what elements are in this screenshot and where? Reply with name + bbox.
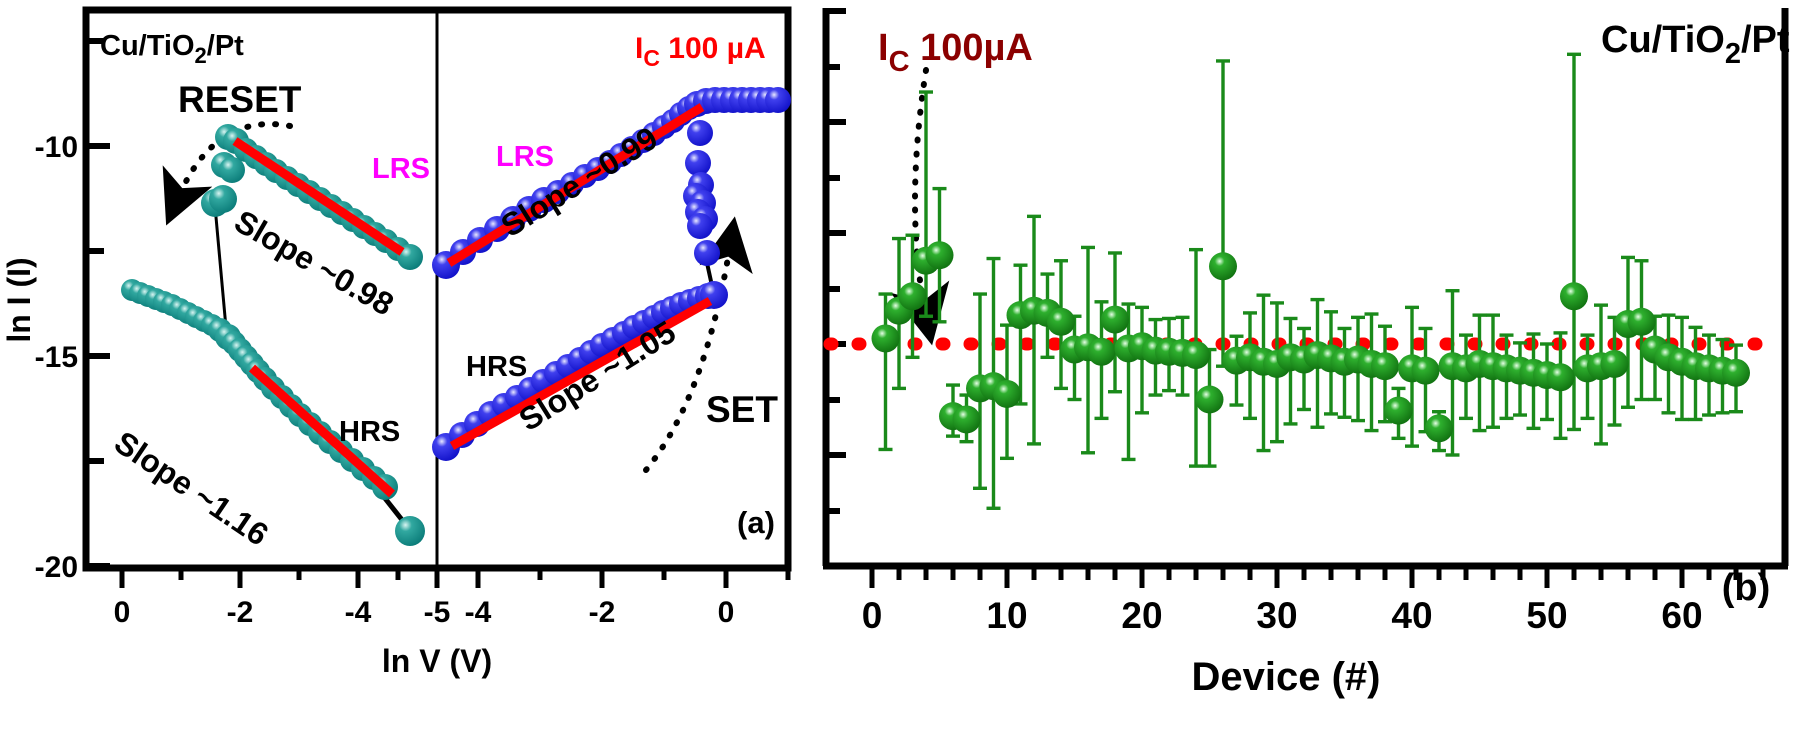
panel-a-right-hrs-points bbox=[432, 281, 728, 461]
panel-a-y-ticks bbox=[86, 38, 110, 569]
panel-b-svg: 400 300 200 100 0 -100 bbox=[822, 8, 1790, 699]
data-point bbox=[952, 405, 981, 434]
panel-a-left-hrs-slope: Slope ~1.16 bbox=[108, 424, 275, 553]
x-tick-label: -5 bbox=[424, 596, 451, 629]
panel-b-markers bbox=[871, 241, 1750, 443]
x-tick-label: -2 bbox=[589, 596, 616, 629]
panel-b-x-ticklabels: 0 10 20 30 40 50 60 bbox=[862, 595, 1703, 636]
panel-a-right-lrs-slope: Slope ~0.99 bbox=[495, 120, 664, 244]
x-tick-label: 0 bbox=[862, 595, 883, 636]
x-tick-label: 0 bbox=[718, 596, 735, 629]
panel-b-compliance-label: IC 100µA bbox=[878, 27, 1033, 78]
errorbar bbox=[1216, 59, 1230, 368]
x-tick-label: -4 bbox=[345, 596, 372, 629]
data-point bbox=[1087, 337, 1116, 366]
panel-a-right-hrs-fit bbox=[449, 297, 713, 450]
panel-a-y-ticklabels: -10 -15 -20 bbox=[35, 131, 78, 584]
x-tick-label: -2 bbox=[227, 596, 254, 629]
data-point bbox=[1411, 356, 1440, 385]
panel-a-right-hrs-label: HRS bbox=[466, 351, 527, 383]
panel-b-y-ticks bbox=[826, 8, 846, 569]
x-tick-label: 30 bbox=[1256, 595, 1297, 636]
data-point bbox=[1560, 282, 1588, 311]
panel-b-frame bbox=[822, 8, 1789, 570]
panel-b-x-axis-title: Device (#) bbox=[1192, 655, 1381, 699]
x-tick-label: 20 bbox=[1121, 595, 1162, 636]
x-tick-label: 10 bbox=[986, 595, 1027, 636]
errorbar bbox=[1027, 214, 1041, 446]
panel-a-right-transition-points bbox=[683, 120, 720, 266]
errorbar bbox=[878, 292, 893, 452]
data-point bbox=[1627, 307, 1656, 336]
data-point bbox=[1182, 341, 1210, 370]
data-point bbox=[1722, 358, 1750, 387]
errorbar bbox=[1121, 302, 1136, 462]
panel-a-right-lrs-fit bbox=[446, 103, 705, 267]
panel-a-y-axis-title: ln I (I) bbox=[1, 257, 37, 342]
data-point bbox=[1209, 252, 1237, 281]
panel-a-x-ticks bbox=[119, 568, 791, 588]
panel-a-x-ticklabels: 0 -2 -4 -5 -4 -2 0 bbox=[114, 596, 735, 629]
data-point bbox=[1101, 305, 1129, 334]
x-tick-label: 40 bbox=[1391, 595, 1432, 636]
panel-b-x-ticks bbox=[869, 566, 1766, 588]
panel-a-reset-label: RESET bbox=[178, 79, 302, 120]
panel-a-right-lrs-label: LRS bbox=[496, 141, 554, 173]
panel-b: 400 300 200 100 0 -100 bbox=[816, 0, 1816, 753]
data-point bbox=[1384, 396, 1413, 425]
panel-a-left-hrs-label: HRS bbox=[339, 416, 400, 448]
panel-a: -10 -15 -20 0 -2 -4 -5 -4 -2 bbox=[0, 0, 816, 753]
y-tick-label: -20 bbox=[35, 551, 78, 584]
data-point bbox=[993, 379, 1021, 408]
data-point bbox=[871, 324, 900, 353]
y-tick-label: -15 bbox=[35, 341, 78, 374]
panel-a-right-lrs-points bbox=[432, 87, 791, 279]
panel-a-compliance-label: IC 100 µA bbox=[635, 32, 766, 71]
x-tick-label: -4 bbox=[465, 596, 492, 629]
panel-a-tag: (a) bbox=[737, 505, 775, 540]
panel-a-left-lrs-fit bbox=[232, 137, 405, 256]
panel-b-errorbars bbox=[878, 52, 1743, 510]
panel-a-left-hrs-fit bbox=[248, 364, 396, 498]
panel-a-x-axis-title: ln V (V) bbox=[382, 643, 492, 679]
x-tick-label: 0 bbox=[114, 596, 131, 629]
data-point bbox=[1371, 352, 1399, 381]
errorbar bbox=[919, 90, 933, 318]
data-point bbox=[1546, 363, 1575, 392]
panel-b-material-label: Cu/TiO2/Pt bbox=[1601, 19, 1790, 70]
panel-a-set-label: SET bbox=[706, 389, 778, 430]
data-point bbox=[1425, 414, 1453, 443]
y-tick-label: -10 bbox=[35, 131, 78, 164]
panel-a-svg: -10 -15 -20 0 -2 -4 -5 -4 -2 bbox=[1, 6, 792, 679]
panel-a-material-label: Cu/TiO2/Pt bbox=[100, 30, 244, 68]
panel-a-left-lrs-label: LRS bbox=[372, 153, 430, 185]
data-point bbox=[898, 282, 927, 311]
data-point bbox=[1047, 307, 1075, 336]
x-tick-label: 60 bbox=[1661, 595, 1702, 636]
data-point bbox=[1195, 385, 1224, 414]
x-tick-label: 50 bbox=[1526, 595, 1567, 636]
panel-b-tag: (b) bbox=[1722, 567, 1771, 609]
data-point bbox=[925, 241, 954, 270]
data-point bbox=[1600, 349, 1629, 378]
